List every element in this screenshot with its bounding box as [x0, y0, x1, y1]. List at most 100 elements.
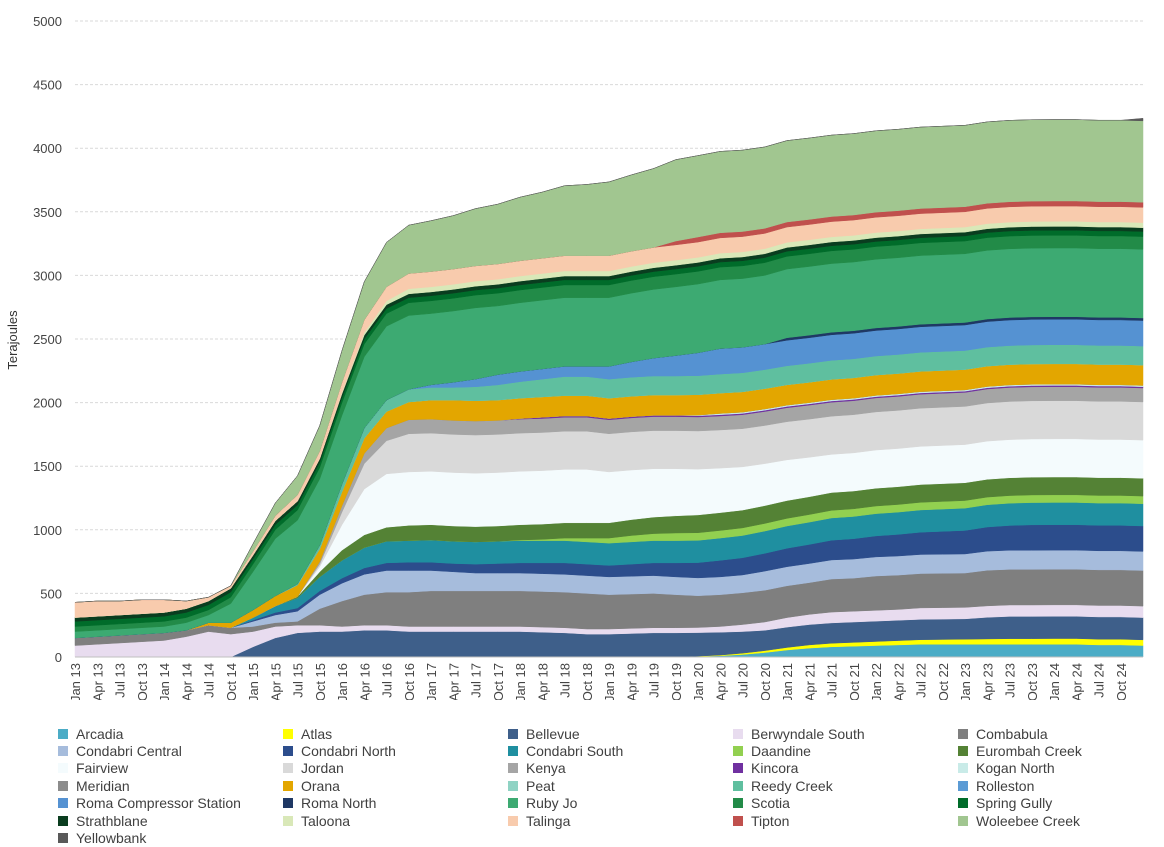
- legend-item: Rolleston: [958, 777, 1034, 794]
- legend-label: Kogan North: [976, 760, 1055, 777]
- x-tick-label: Apr 19: [624, 663, 639, 700]
- y-axis-label: Terajoules: [5, 310, 20, 370]
- legend-swatch: [58, 798, 68, 809]
- legend-label: Roma Compressor Station: [76, 795, 241, 812]
- legend-item: Berwyndale South: [733, 725, 865, 742]
- legend-label: Condabri North: [301, 742, 396, 759]
- x-tick-label: Jul 24: [1092, 663, 1107, 698]
- legend-label: Kenya: [526, 760, 566, 777]
- x-tick-label: Jan 20: [691, 663, 706, 700]
- legend-swatch: [508, 763, 518, 774]
- legend-item: Kogan North: [958, 760, 1055, 777]
- x-tick-label: Jul 14: [202, 663, 217, 698]
- legend-label: Scotia: [751, 795, 790, 812]
- x-tick-label: Jan 17: [424, 663, 439, 700]
- legend-item: Fairview: [58, 760, 128, 777]
- y-tick-label: 2000: [33, 396, 62, 411]
- legend-label: Strathblane: [76, 812, 148, 829]
- x-tick-label: Jul 19: [647, 663, 662, 698]
- legend-item: Taloona: [283, 812, 350, 829]
- legend-item: Combabula: [958, 725, 1048, 742]
- legend-label: Jordan: [301, 760, 344, 777]
- x-tick-label: Oct 15: [313, 663, 328, 700]
- x-tick-label: Jan 15: [246, 663, 261, 700]
- legend-item: Atlas: [283, 725, 332, 742]
- legend-swatch: [58, 832, 68, 843]
- legend-item: Reedy Creek: [733, 777, 833, 794]
- x-tick-label: Oct 23: [1025, 663, 1040, 700]
- stacked-area-chart: 0 500 1000 1500 2000 2500 3000 3500 4000 4500 5000…: [5, 14, 1144, 700]
- x-tick-label: Jul 15: [291, 663, 306, 698]
- legend-label: Kincora: [751, 760, 799, 777]
- x-tick-label: Jan 24: [1047, 663, 1062, 700]
- x-tick-label: Oct 24: [1114, 663, 1129, 700]
- legend-item: Condabri South: [508, 742, 623, 759]
- legend-label: Condabri Central: [76, 742, 182, 759]
- legend-item: Jordan: [283, 760, 344, 777]
- legend-swatch: [733, 780, 743, 791]
- x-tick-label: Jan 14: [157, 663, 172, 700]
- x-tick-label: Jul 21: [825, 663, 840, 698]
- x-tick-label: Apr 14: [179, 663, 194, 700]
- x-tick-label: Oct 14: [224, 663, 239, 700]
- x-tick-label: Jan 19: [602, 663, 617, 700]
- x-tick-label: Jan 22: [869, 663, 884, 700]
- legend-label: Talinga: [526, 812, 571, 829]
- legend-swatch: [733, 763, 743, 774]
- y-tick-label: 5000: [33, 14, 62, 29]
- x-tick-label: Oct 16: [402, 663, 417, 700]
- x-tick-label: Oct 19: [669, 663, 684, 700]
- legend-label: Rolleston: [976, 777, 1035, 794]
- x-tick-label: Oct 22: [936, 663, 951, 700]
- legend-item: Kincora: [733, 760, 798, 777]
- legend-label: Meridian: [76, 777, 130, 794]
- legend-swatch: [508, 815, 518, 826]
- legend-label: Spring Gully: [976, 795, 1053, 812]
- legend-item: Peat: [508, 777, 555, 794]
- x-tick-label: Jul 22: [914, 663, 929, 698]
- legend-item: Scotia: [733, 795, 790, 812]
- x-tick-label: Apr 13: [90, 663, 105, 700]
- y-tick-label: 500: [40, 586, 62, 601]
- legend-item: Bellevue: [508, 725, 580, 742]
- x-tick-label: Apr 16: [357, 663, 372, 700]
- legend-item: Woleebee Creek: [958, 812, 1080, 829]
- x-tick-label: Apr 20: [713, 663, 728, 700]
- x-tick-label: Apr 21: [802, 663, 817, 700]
- legend-item: Roma North: [283, 795, 376, 812]
- legend-swatch: [958, 763, 968, 774]
- legend-swatch: [733, 815, 743, 826]
- legend-swatch: [58, 745, 68, 756]
- legend-swatch: [58, 780, 68, 791]
- legend-label: Combabula: [976, 725, 1048, 742]
- legend-item: Roma Compressor Station: [58, 795, 241, 812]
- legend-swatch: [958, 728, 968, 739]
- x-tick-label: Jul 18: [558, 663, 573, 698]
- legend-label: Atlas: [301, 725, 333, 742]
- legend-swatch: [958, 780, 968, 791]
- legend-label: Woleebee Creek: [976, 812, 1081, 829]
- legend-item: Arcadia: [58, 725, 123, 742]
- x-tick-label: Jul 17: [469, 663, 484, 698]
- legend-swatch: [508, 780, 518, 791]
- legend-swatch: [283, 780, 293, 791]
- x-tick-label: Jan 16: [335, 663, 350, 700]
- y-tick-label: 1000: [33, 523, 62, 538]
- legend-label: Condabri South: [526, 742, 624, 759]
- legend-label: Ruby Jo: [526, 795, 578, 812]
- legend-item: Meridian: [58, 777, 130, 794]
- legend-item: Orana: [283, 777, 340, 794]
- legend-swatch: [58, 815, 68, 826]
- area-yellowbank: [74, 118, 1144, 603]
- legend-label: Bellevue: [526, 725, 580, 742]
- legend-item: Daandine: [733, 742, 811, 759]
- x-tick-label: Oct 18: [580, 663, 595, 700]
- legend-label: Daandine: [751, 742, 811, 759]
- y-axis-ticks: 0 500 1000 1500 2000 2500 3000 3500 4000 4500 5000: [33, 14, 62, 665]
- legend-label: Berwyndale South: [751, 725, 865, 742]
- area-series-group: [74, 118, 1144, 658]
- y-tick-label: 3000: [33, 268, 62, 283]
- x-tick-label: Jul 20: [736, 663, 751, 698]
- legend-label: Eurombah Creek: [976, 742, 1082, 759]
- y-tick-label: 4500: [33, 78, 62, 93]
